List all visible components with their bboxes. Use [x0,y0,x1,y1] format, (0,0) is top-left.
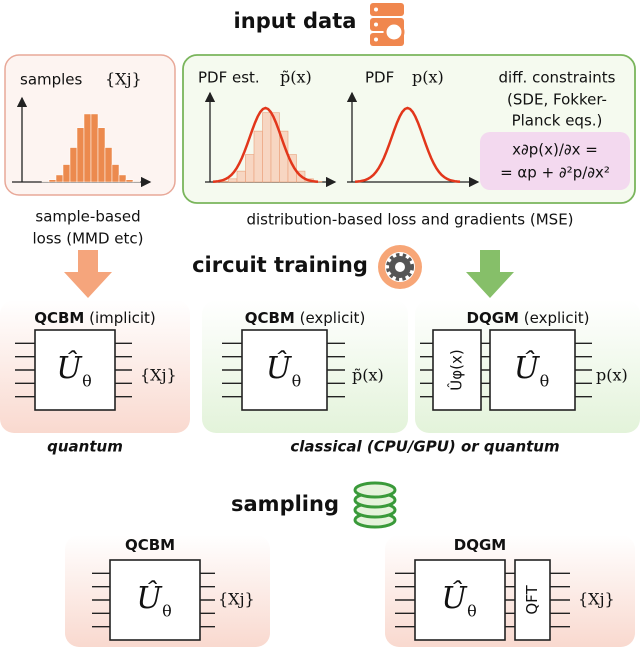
histogram-bar [253,130,263,183]
histogram-bar [262,112,272,183]
equation: = αp + ∂²p/∂x² [500,164,610,182]
gate [34,329,116,411]
model-mode: (implicit) [89,309,156,327]
histogram-bar [97,127,106,183]
gate [109,559,201,641]
symbol: p(x) [412,68,444,87]
histogram-bar [41,181,50,183]
histogram-bar [287,154,297,183]
gate-subscript: θ [292,372,302,391]
server-icon [370,3,405,46]
label: Planck eqs.) [512,112,603,130]
histogram-bar [118,174,127,183]
histogram-bar [125,179,134,183]
model-mode: (explicit) [524,309,590,327]
gate-symbol: Û [441,580,468,616]
model-title: DQGM (explicit) [467,309,590,327]
output: p(x) [596,366,628,385]
histogram-bar [111,164,120,183]
histogram-bar [236,170,246,183]
histogram-bar [76,127,85,183]
model-mode: (explicit) [300,309,366,327]
histogram-bar [228,178,238,183]
symbol: p̃(x) [280,68,312,87]
model-title: DQGM [454,536,506,554]
arrow [64,250,112,298]
histogram-bar [132,181,141,183]
output: p̃(x) [352,366,384,385]
gate-symbol: Û [514,350,541,386]
gate [432,329,482,411]
gate [241,329,328,411]
label: PDF [365,69,394,87]
label: diff. constraints [499,69,616,87]
gate [514,559,551,641]
equation: x∂p(x)/∂x = [512,141,598,159]
gate [489,329,576,411]
histogram-bar [48,179,57,183]
gate-symbol: Û [266,350,293,386]
pdf-curve [354,106,461,183]
model-name: DQGM [454,536,506,554]
model-title: QCBM [125,536,175,554]
caption: sample-based [35,208,140,226]
gate-label: Ûφ(x) [447,349,466,390]
histogram-bar [69,147,78,183]
gate-symbol: Û [56,350,83,386]
histogram-bar [104,147,113,183]
gate-subscript: θ [540,372,550,391]
histogram-bar [245,154,255,183]
output: {Xj} [578,590,615,609]
equation-box [480,132,630,190]
gate [414,559,506,641]
caption: loss (MMD etc) [32,230,143,248]
model-name: DQGM [467,309,519,327]
histogram-bar [90,113,99,183]
gate-subscript: θ [162,602,172,621]
histogram-bar [62,164,71,183]
caption: distribution-based loss and gradients (M… [246,211,573,229]
gate-subscript: θ [82,372,92,391]
gate-symbol: Û [136,580,163,616]
gate-subscript: θ [467,602,477,621]
label: (SDE, Fokker- [507,91,607,109]
output: {Xj} [218,590,255,609]
heading: input data [234,9,357,33]
label: samples [20,71,83,89]
heading: circuit training [192,253,368,277]
model-name: QCBM [245,309,295,327]
heading: sampling [231,492,339,516]
model-name: QCBM [125,536,175,554]
symbol: {Xj} [105,70,142,89]
gear-icon [378,245,422,289]
histogram-bar [83,113,92,183]
gate-label: QFT [523,585,541,615]
model-title: QCBM (implicit) [34,309,156,327]
caption: classical (CPU/GPU) or quantum [290,438,559,456]
label: PDF est. [198,69,260,87]
model-title: QCBM (explicit) [245,309,366,327]
output: {Xj} [140,366,177,385]
caption: quantum [47,438,123,456]
model-name: QCBM [34,309,84,327]
coins-icon [353,481,397,529]
pdf-curve [212,106,319,183]
histogram-bar [55,174,64,183]
arrow [466,250,514,298]
